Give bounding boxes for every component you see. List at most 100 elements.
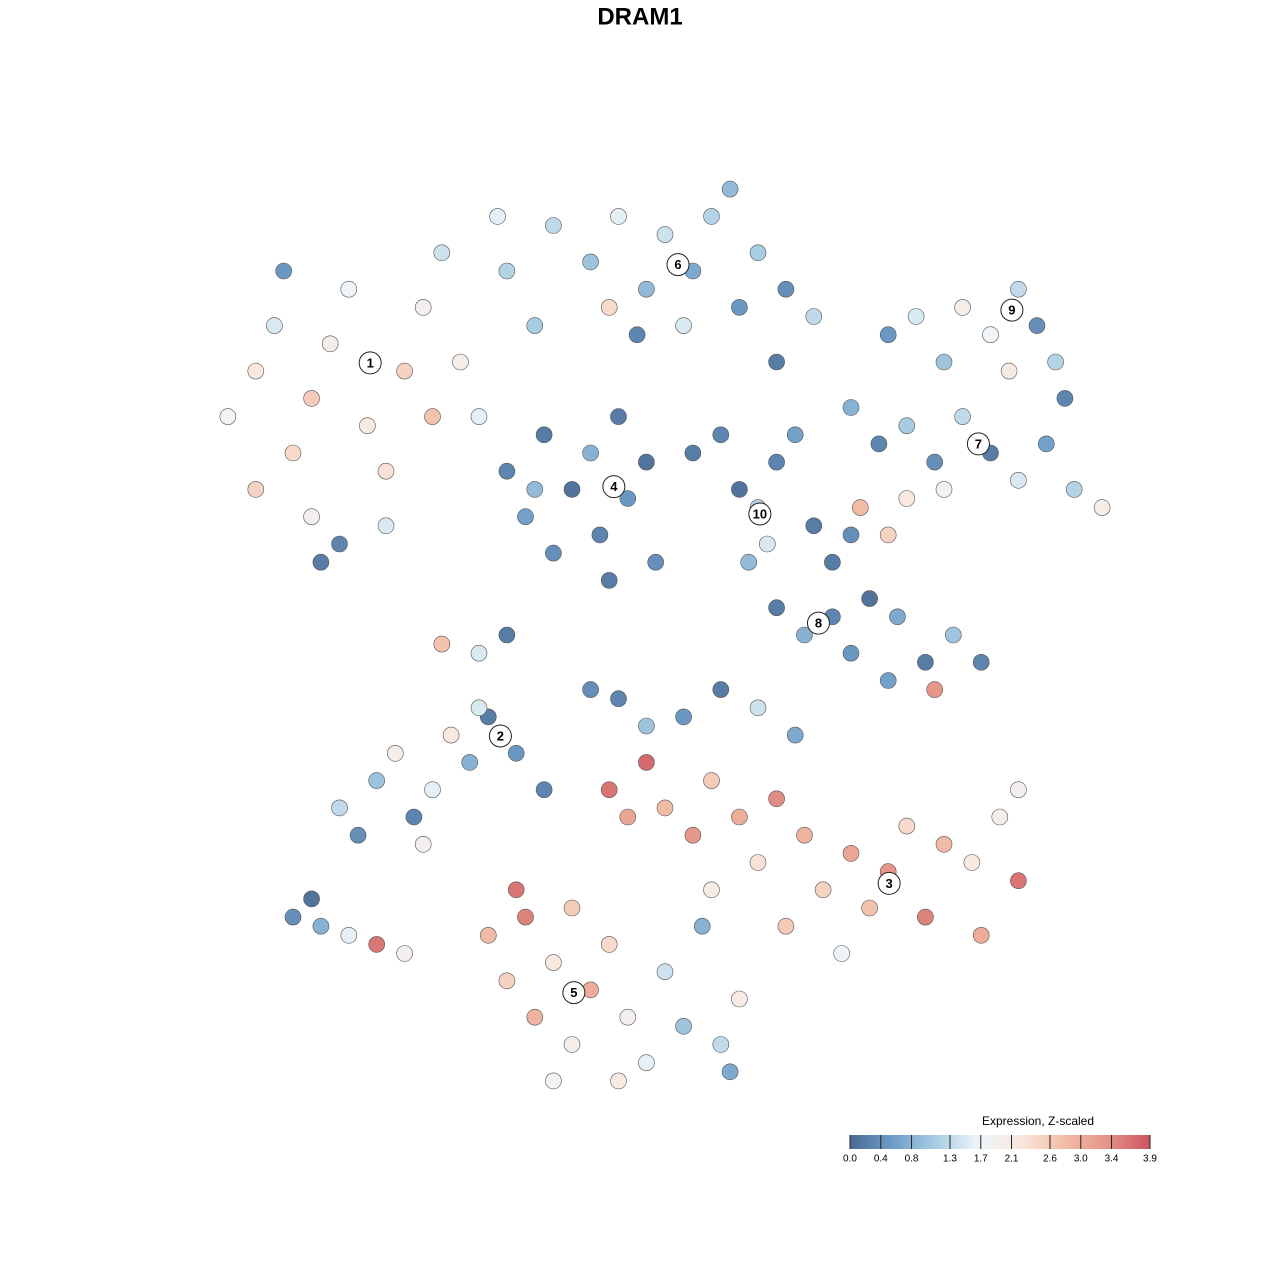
cluster-label: 6 bbox=[674, 257, 681, 272]
cluster-label: 8 bbox=[815, 616, 822, 631]
cluster-label: 10 bbox=[753, 506, 767, 521]
point bbox=[377, 462, 395, 480]
point bbox=[768, 353, 785, 371]
point bbox=[610, 408, 627, 425]
point bbox=[842, 644, 860, 662]
point bbox=[851, 499, 869, 516]
cluster-badge bbox=[666, 253, 690, 277]
point bbox=[340, 926, 358, 944]
point bbox=[479, 926, 497, 944]
point bbox=[461, 754, 479, 771]
point bbox=[656, 226, 674, 243]
colorbar-tick-label: 3.9 bbox=[1143, 1154, 1157, 1165]
point bbox=[712, 681, 730, 698]
point bbox=[1010, 471, 1027, 489]
point bbox=[1065, 481, 1083, 498]
point bbox=[600, 572, 618, 589]
chart-title: DRAM1 bbox=[597, 3, 682, 30]
point bbox=[861, 899, 878, 917]
point bbox=[442, 726, 460, 744]
point bbox=[833, 945, 851, 962]
point bbox=[889, 608, 906, 626]
colorbar bbox=[850, 1135, 1150, 1149]
point bbox=[675, 708, 692, 726]
point bbox=[470, 644, 488, 662]
colorbar-tick-label: 2.1 bbox=[1005, 1154, 1019, 1165]
point bbox=[991, 808, 1009, 826]
point bbox=[638, 754, 655, 771]
colorbar-tick-label: 1.3 bbox=[943, 1154, 957, 1165]
point bbox=[563, 481, 581, 498]
point bbox=[433, 635, 451, 653]
point bbox=[321, 335, 339, 353]
colorbar-tick-label: 0.8 bbox=[905, 1154, 919, 1165]
point bbox=[963, 854, 981, 871]
point bbox=[1010, 781, 1027, 799]
point bbox=[777, 280, 795, 298]
point bbox=[535, 781, 553, 799]
point bbox=[284, 444, 302, 462]
point bbox=[879, 672, 897, 689]
point bbox=[331, 535, 348, 553]
point bbox=[768, 453, 785, 471]
point bbox=[814, 881, 832, 899]
point bbox=[1047, 353, 1064, 371]
point bbox=[982, 326, 999, 344]
point bbox=[610, 690, 627, 708]
point bbox=[545, 544, 562, 562]
point bbox=[917, 908, 934, 926]
point bbox=[405, 808, 423, 826]
point bbox=[377, 517, 395, 535]
point bbox=[917, 653, 934, 671]
points bbox=[219, 180, 1111, 1090]
point bbox=[693, 917, 711, 935]
point bbox=[749, 699, 767, 717]
cluster-label: 7 bbox=[975, 436, 982, 451]
point bbox=[331, 799, 348, 817]
point bbox=[396, 945, 413, 962]
point bbox=[498, 626, 516, 644]
point bbox=[386, 744, 404, 762]
point bbox=[768, 599, 785, 617]
point bbox=[563, 899, 581, 917]
cluster-label: 3 bbox=[886, 876, 893, 891]
cluster-badge bbox=[358, 351, 382, 375]
point bbox=[907, 308, 925, 325]
point bbox=[954, 408, 971, 425]
point bbox=[517, 908, 534, 926]
colorbar-tick-label: 3.4 bbox=[1105, 1154, 1119, 1165]
point bbox=[926, 453, 944, 471]
point bbox=[489, 208, 506, 225]
point bbox=[424, 408, 441, 425]
colorbar-tick-label: 0.0 bbox=[843, 1154, 857, 1165]
point bbox=[610, 208, 627, 225]
point bbox=[303, 890, 320, 908]
point bbox=[731, 808, 748, 826]
point bbox=[805, 517, 823, 535]
point bbox=[600, 936, 618, 953]
point bbox=[545, 1072, 562, 1090]
point bbox=[796, 626, 813, 644]
point bbox=[619, 1008, 637, 1026]
point bbox=[1000, 362, 1018, 380]
point bbox=[898, 817, 916, 835]
point bbox=[842, 845, 860, 862]
point bbox=[731, 990, 748, 1008]
point bbox=[703, 208, 720, 225]
point bbox=[972, 926, 990, 944]
point bbox=[610, 1072, 627, 1090]
point bbox=[861, 590, 878, 607]
point bbox=[721, 180, 739, 198]
point bbox=[396, 362, 413, 380]
point bbox=[545, 217, 562, 234]
cluster-badge bbox=[602, 475, 626, 499]
point bbox=[517, 508, 534, 526]
colorbar-tick-label: 1.7 bbox=[974, 1154, 988, 1165]
point bbox=[600, 781, 618, 799]
point bbox=[470, 408, 488, 425]
colorbar-tick-label: 0.4 bbox=[874, 1154, 888, 1165]
point bbox=[507, 881, 525, 899]
point bbox=[638, 280, 655, 298]
point bbox=[898, 490, 916, 507]
